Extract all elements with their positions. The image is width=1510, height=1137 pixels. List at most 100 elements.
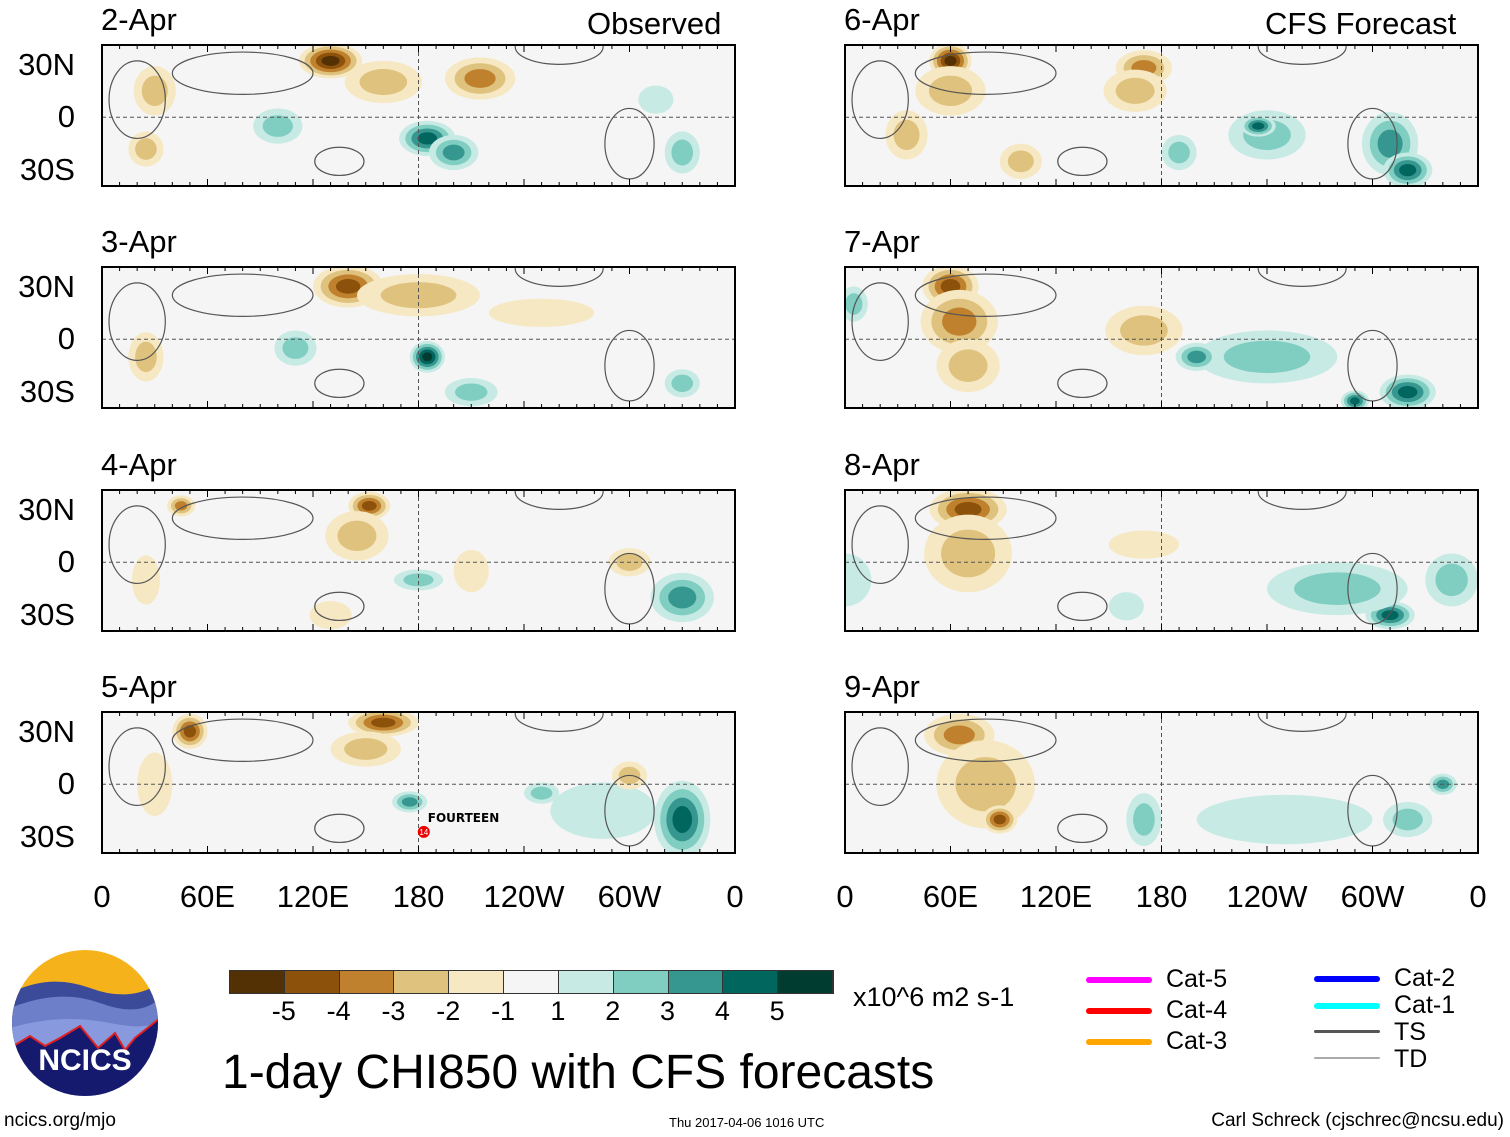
- colorbar-swatch: [449, 971, 505, 993]
- anomaly-contour: [845, 293, 863, 315]
- anomaly-contour: [422, 352, 433, 362]
- legend-label: TD: [1394, 1045, 1428, 1073]
- panel-date: 6-Apr: [844, 2, 920, 37]
- anomaly-contour: [1120, 315, 1168, 346]
- panel-date: 7-Apr: [844, 224, 920, 259]
- coastline: [314, 146, 365, 177]
- coastline: [314, 813, 365, 844]
- map-panel: [101, 489, 736, 632]
- anomaly-contour: [262, 115, 293, 137]
- coastline: [1257, 712, 1347, 732]
- lat-label: 0: [57, 321, 75, 356]
- coastline: [1057, 591, 1108, 622]
- legend-label: Cat-1: [1394, 991, 1456, 1019]
- coastline: [1347, 329, 1398, 402]
- anomaly-contour: [371, 717, 396, 728]
- coastline: [914, 273, 1057, 317]
- lon-label: 0: [93, 879, 111, 914]
- anomaly-contour: [183, 725, 197, 738]
- anomaly-contour: [1377, 129, 1403, 158]
- anomaly-contour: [940, 279, 961, 294]
- coastline: [514, 712, 604, 732]
- lat-label: 30S: [19, 597, 75, 632]
- coastline: [108, 60, 166, 140]
- colorbar-label: -1: [491, 996, 516, 1026]
- anomaly-contour: [455, 383, 488, 401]
- map-panel: [101, 44, 736, 187]
- coastline: [108, 282, 166, 362]
- anomaly-contour: [638, 85, 674, 114]
- anomaly-contour: [1133, 803, 1155, 836]
- coastline: [851, 282, 909, 362]
- anomaly-contour: [309, 601, 352, 630]
- footer-author: Carl Schreck (cjschrec@ncsu.edu): [1211, 1110, 1504, 1131]
- coastline: [314, 591, 365, 622]
- colorbar-swatch: [230, 971, 285, 993]
- coastline: [604, 552, 655, 625]
- anomaly-contour: [671, 139, 694, 166]
- coastline: [514, 267, 604, 287]
- coastline: [1057, 146, 1108, 177]
- map-panel: [844, 44, 1479, 187]
- forecast-label: CFS Forecast: [1265, 6, 1457, 41]
- anomaly-contour: [1252, 122, 1265, 130]
- lat-label: 30S: [19, 152, 75, 187]
- anomaly-contour: [1294, 572, 1381, 605]
- legend-label: TS: [1394, 1018, 1426, 1046]
- coastline: [1257, 45, 1347, 65]
- anomaly-contour: [1381, 610, 1399, 621]
- panel-date: 5-Apr: [101, 669, 177, 704]
- anomaly-contour: [282, 337, 309, 359]
- anomaly-contour: [344, 738, 388, 760]
- colorbar-swatch: [558, 971, 614, 993]
- colorbar-swatch: [394, 971, 450, 993]
- anomaly-contour: [948, 349, 988, 382]
- colorbar-label: 3: [660, 996, 676, 1026]
- anomaly-contour: [442, 144, 465, 161]
- footer-url: ncics.org/mjo: [4, 1110, 116, 1131]
- anomaly-contour: [1168, 141, 1190, 164]
- lon-label: 60W: [1340, 879, 1405, 914]
- anomaly-contour: [1350, 397, 1360, 405]
- lat-label: 30N: [18, 714, 75, 749]
- map-panel: [844, 489, 1479, 632]
- panel-date: 2-Apr: [101, 2, 177, 37]
- colorbar-label: 2: [605, 996, 621, 1026]
- anomaly-contour: [464, 69, 496, 88]
- anomaly-contour: [135, 341, 157, 373]
- anomaly-contour: [403, 573, 434, 587]
- anomaly-contour: [672, 806, 693, 833]
- colorbar-swatch: [723, 971, 779, 993]
- legend-line: [1314, 1003, 1380, 1009]
- anomaly-contour: [135, 138, 157, 160]
- map-panel: [844, 711, 1479, 854]
- coastline: [914, 718, 1057, 762]
- legend-line: [1314, 976, 1380, 982]
- colorbar-label: 4: [714, 996, 730, 1026]
- coastline: [851, 727, 909, 807]
- coastline: [604, 329, 655, 402]
- coastline: [1347, 774, 1398, 847]
- colorbar: [229, 970, 834, 994]
- anomaly-contour: [1435, 563, 1468, 597]
- lon-label: 60E: [179, 879, 236, 914]
- coastline: [108, 505, 166, 585]
- coastline: [914, 51, 1057, 95]
- coastline: [171, 718, 314, 762]
- lon-label: 60E: [922, 879, 979, 914]
- legend-label: Cat-5: [1166, 965, 1228, 993]
- anomaly-contour: [417, 132, 438, 145]
- figure-title: 1-day CHI850 with CFS forecasts: [222, 1046, 935, 1099]
- colorbar-swatch: [339, 971, 395, 993]
- lon-label: 0: [1469, 879, 1487, 914]
- coastline: [171, 273, 314, 317]
- lat-label: 30N: [18, 269, 75, 304]
- lon-label: 180: [1135, 879, 1188, 914]
- anomaly-contour: [550, 782, 656, 839]
- panel-date: 8-Apr: [844, 447, 920, 482]
- legend-line: [1314, 1057, 1380, 1059]
- coastline: [604, 774, 655, 847]
- anomaly-contour: [361, 500, 377, 511]
- coastline: [1257, 490, 1347, 510]
